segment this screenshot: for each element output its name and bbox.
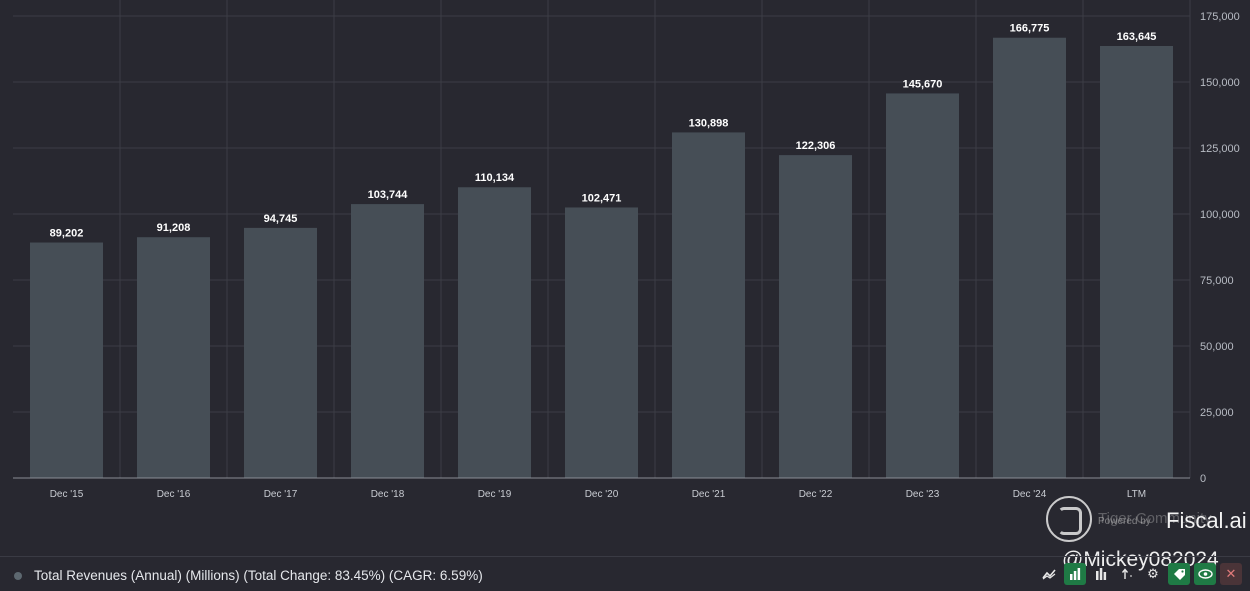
y-tick-label: 0 [1200, 473, 1206, 485]
bars [30, 37, 1173, 479]
sort-icon[interactable] [1116, 563, 1138, 585]
legend[interactable]: Total Revenues (Annual) (Millions) (Tota… [14, 568, 483, 583]
column-chart-icon[interactable] [1090, 563, 1112, 585]
bar [458, 187, 531, 478]
bar [565, 207, 638, 478]
fiscal-logo-icon [1046, 496, 1092, 542]
bar-value-labels: 89,202 91,208 94,745 103,744 110,134 102,471 1… [50, 23, 1157, 240]
y-tick-label: 100,000 [1200, 209, 1240, 221]
eye-icon[interactable] [1194, 563, 1216, 585]
x-tick-label: Dec '15 [50, 489, 84, 500]
bar-value-label: 130,898 [689, 117, 729, 129]
y-tick-label: 25,000 [1200, 407, 1234, 419]
bar-value-label: 166,775 [1010, 23, 1050, 35]
bar-value-label: 103,744 [368, 189, 409, 201]
x-tick-label: Dec '22 [799, 489, 833, 500]
legend-dot-icon [14, 571, 22, 580]
bar [30, 242, 103, 478]
grid-lines [13, 0, 1191, 478]
y-tick-label: 125,000 [1200, 143, 1240, 155]
bar [672, 132, 745, 479]
chart-footer: Total Revenues (Annual) (Millions) (Tota… [0, 556, 1250, 591]
bar [886, 93, 959, 478]
x-tick-label: LTM [1127, 489, 1146, 500]
bar-value-label: 110,134 [475, 172, 515, 184]
x-tick-label: Dec '19 [478, 489, 512, 500]
gear-icon[interactable]: ⚙ [1147, 566, 1159, 581]
bar-value-label: 89,202 [50, 228, 84, 240]
bar-value-label: 145,670 [903, 78, 943, 90]
x-tick-label: Dec '20 [585, 489, 619, 500]
bar [1100, 45, 1173, 478]
x-tick-label: Dec '23 [906, 489, 940, 500]
y-tick-label: 50,000 [1200, 341, 1234, 353]
close-icon[interactable]: ✕ [1220, 563, 1242, 585]
bar [244, 227, 317, 478]
x-tick-label: Dec '18 [371, 489, 405, 500]
x-tick-label: Dec '24 [1013, 489, 1047, 500]
bar-value-label: 94,745 [264, 213, 298, 225]
brand-name: Fiscal.ai [1166, 508, 1247, 533]
bar [137, 237, 210, 478]
y-tick-label: 150,000 [1200, 77, 1240, 89]
x-axis-ticks: Dec '15 Dec '16 Dec '17 Dec '18 Dec '19 Dec '… [50, 489, 1146, 500]
brand-faint-text: Tiger Community [1098, 510, 1212, 527]
x-tick-label: Dec '16 [157, 489, 191, 500]
branding: Tiger Community Powered by Fiscal.ai [1046, 496, 1247, 546]
line-chart-icon[interactable] [1038, 563, 1060, 585]
y-tick-label: 175,000 [1200, 11, 1240, 23]
bar-value-label: 102,471 [582, 192, 622, 204]
y-tick-label: 75,000 [1200, 275, 1234, 287]
powered-by-text: Powered by [1098, 516, 1151, 527]
x-tick-label: Dec '21 [692, 489, 726, 500]
chart-toolbar: ⚙ ✕ [1038, 563, 1242, 585]
x-tick-label: Dec '17 [264, 489, 298, 500]
bar [351, 204, 424, 478]
bar-chart-icon[interactable] [1064, 563, 1086, 585]
bar [993, 37, 1066, 479]
bar-value-label: 122,306 [796, 140, 836, 152]
bar [779, 155, 852, 478]
revenue-bar-chart: 89,202 91,208 94,745 103,744 110,134 102,471 1… [13, 0, 1240, 500]
tag-icon[interactable] [1168, 563, 1190, 585]
y-axis-ticks: 0 25,000 50,000 75,000 100,000 125,000 150,000… [1200, 11, 1240, 485]
bar-value-label: 91,208 [157, 222, 191, 234]
legend-series-label: Total Revenues (Annual) (Millions) (Tota… [34, 568, 483, 583]
bar-value-label: 163,645 [1117, 31, 1157, 43]
